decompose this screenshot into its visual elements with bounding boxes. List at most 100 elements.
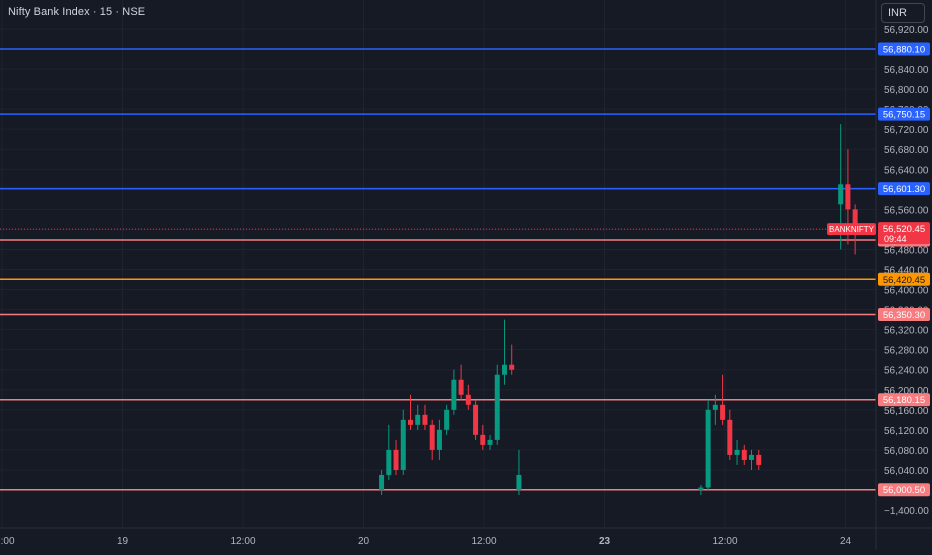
candle[interactable] — [386, 424, 392, 480]
price-tick-label: 56,720.00 — [884, 125, 929, 136]
candle-body — [698, 487, 704, 490]
candle-body — [509, 364, 515, 370]
level-price-tag-text: 56,350.30 — [883, 310, 925, 321]
candle[interactable] — [509, 344, 515, 375]
horizontal-levels[interactable] — [0, 48, 876, 491]
time-tick-label: 12:00 — [712, 536, 737, 547]
level-price-tag: 56,880.10 — [878, 42, 930, 56]
candle-body — [407, 419, 413, 425]
level-price-tag-text: 56,601.30 — [883, 184, 925, 195]
candle[interactable] — [749, 449, 755, 470]
price-tick-label: 56,080.00 — [884, 446, 929, 457]
level-price-tag: 56,601.30 — [878, 182, 930, 196]
price-tick-label: 56,560.00 — [884, 205, 929, 216]
candle-body — [720, 404, 726, 420]
candle-body — [422, 414, 428, 425]
candle[interactable] — [473, 399, 479, 440]
candle[interactable] — [494, 364, 500, 445]
price-tick-label: 56,400.00 — [884, 286, 929, 297]
candle[interactable] — [705, 399, 711, 490]
price-tick-label: 56,640.00 — [884, 165, 929, 176]
candle[interactable] — [407, 394, 413, 430]
candle[interactable] — [444, 404, 450, 435]
candle[interactable] — [415, 404, 421, 430]
candle-body — [473, 404, 479, 435]
time-tick-label: 12:00 — [471, 536, 496, 547]
candle-body — [444, 409, 450, 430]
candle-body — [465, 394, 471, 405]
candle[interactable] — [698, 484, 704, 496]
candle-body — [845, 184, 851, 210]
price-tick-label: 56,040.00 — [884, 466, 929, 477]
candle[interactable] — [436, 419, 442, 460]
level-price-tag: 56,750.15 — [878, 107, 930, 121]
level-price-tag-text: 56,000.50 — [883, 485, 925, 496]
candle[interactable] — [501, 319, 507, 385]
candle-body — [756, 454, 762, 465]
price-tick-label: 56,120.00 — [884, 426, 929, 437]
candle-body — [501, 364, 507, 375]
price-tick-label-extra: −1,400.00 — [884, 506, 929, 517]
candle[interactable] — [400, 409, 406, 475]
candle-body — [480, 434, 486, 445]
symbol-tag-text: BANKNIFTY — [829, 225, 875, 234]
symbol-tag: BANKNIFTY — [827, 223, 876, 236]
candle[interactable] — [393, 439, 399, 475]
candle[interactable] — [756, 449, 762, 470]
candle[interactable] — [734, 439, 740, 465]
time-tick-label: 23 — [599, 536, 611, 547]
level-price-tag: 56,350.30 — [878, 307, 930, 321]
price-tick-label: 56,440.00 — [884, 266, 929, 277]
candle[interactable] — [465, 384, 471, 410]
chart-legend-title: Nifty Bank Index · 15 · NSE — [8, 6, 146, 18]
candle[interactable] — [458, 364, 464, 400]
candle-body — [712, 404, 718, 410]
candle-body — [451, 379, 457, 410]
level-price-tag: 56,420.45 — [878, 272, 930, 286]
candle-body — [429, 424, 435, 450]
candle-body — [487, 439, 493, 445]
candle[interactable] — [379, 469, 385, 496]
price-tick-label: 56,800.00 — [884, 85, 929, 96]
level-price-tag: 56,180.15 — [878, 393, 930, 407]
candle-body — [436, 429, 442, 450]
candle-body — [838, 184, 844, 205]
candle[interactable] — [741, 444, 747, 465]
candle-body — [494, 374, 500, 440]
currency-button[interactable]: INR — [881, 3, 925, 23]
price-tick-label: 56,480.00 — [884, 245, 929, 256]
price-tags: 56,880.1056,750.1556,601.3056,498.8056,4… — [827, 42, 930, 497]
candles[interactable] — [379, 124, 858, 496]
price-tick-label: 56,920.00 — [884, 25, 929, 36]
price-tick-label: 56,160.00 — [884, 406, 929, 417]
candle[interactable] — [422, 404, 428, 430]
level-price-tag-text: 56,880.10 — [883, 44, 925, 55]
level-price-tag: 56,000.50 — [878, 483, 930, 497]
candle-body — [400, 419, 406, 470]
price-tick-label: 56,840.00 — [884, 65, 929, 76]
candle[interactable] — [727, 409, 733, 460]
time-tick-label: 12:00 — [0, 536, 15, 547]
candle-body — [734, 449, 740, 455]
candle-body — [386, 449, 392, 475]
level-price-tag-text: 56,420.45 — [883, 275, 925, 286]
price-tick-label: 56,280.00 — [884, 346, 929, 357]
candle[interactable] — [487, 434, 493, 450]
candle-body — [741, 449, 747, 460]
level-price-tag-text: 56,180.15 — [883, 395, 925, 406]
time-tick-label: 12:00 — [230, 536, 255, 547]
time-axis[interactable]: 12:001912:002012:002312:002412:002512:00… — [0, 536, 932, 547]
candle-body — [749, 454, 755, 460]
candle[interactable] — [712, 394, 718, 425]
price-tick-label: 56,680.00 — [884, 145, 929, 156]
candle[interactable] — [451, 369, 457, 415]
candle[interactable] — [429, 419, 435, 460]
candle-body — [516, 474, 522, 490]
candle[interactable] — [480, 424, 486, 450]
candle-body — [458, 379, 464, 395]
candle[interactable] — [720, 374, 726, 425]
candle[interactable] — [516, 449, 522, 496]
